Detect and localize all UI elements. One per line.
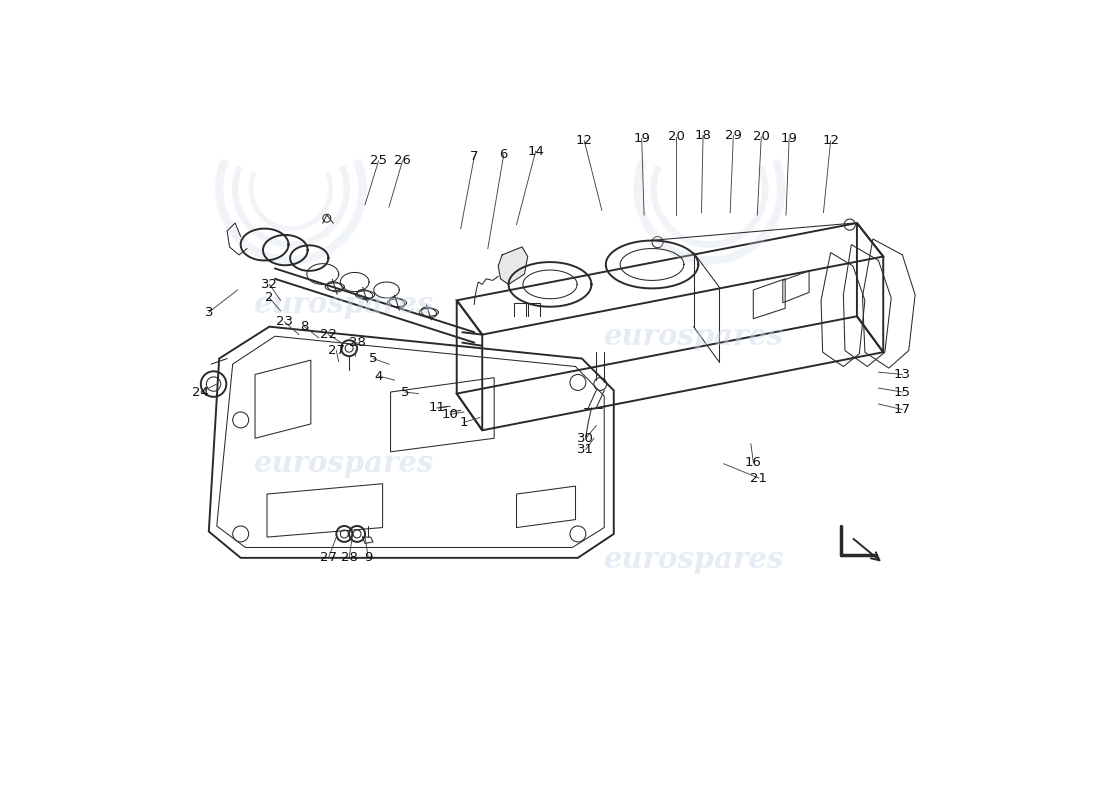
Text: 12: 12 <box>822 134 839 147</box>
Text: 30: 30 <box>578 432 594 445</box>
Text: 24: 24 <box>192 386 209 398</box>
Text: 2: 2 <box>265 291 274 305</box>
Text: 3: 3 <box>205 306 213 319</box>
Polygon shape <box>498 247 528 285</box>
Text: eurospares: eurospares <box>253 450 432 478</box>
Text: 18: 18 <box>694 129 712 142</box>
Text: 16: 16 <box>745 456 761 469</box>
Text: 25: 25 <box>370 154 387 167</box>
Text: 20: 20 <box>668 130 684 143</box>
Text: 19: 19 <box>634 132 650 145</box>
Text: 32: 32 <box>261 278 278 291</box>
Text: 27: 27 <box>328 344 344 357</box>
Text: 8: 8 <box>300 320 309 333</box>
Text: 28: 28 <box>341 551 358 564</box>
Text: 13: 13 <box>894 368 911 381</box>
Text: 9: 9 <box>364 551 373 564</box>
Text: 12: 12 <box>575 134 593 147</box>
Text: 31: 31 <box>578 443 594 456</box>
Text: 29: 29 <box>725 129 741 142</box>
Text: 22: 22 <box>320 328 337 341</box>
Text: eurospares: eurospares <box>253 290 432 319</box>
Text: 21: 21 <box>750 472 768 485</box>
Text: 11: 11 <box>428 402 446 414</box>
Text: eurospares: eurospares <box>604 545 783 574</box>
Text: 1: 1 <box>460 416 469 429</box>
Text: 17: 17 <box>894 403 911 416</box>
Text: 19: 19 <box>781 132 798 145</box>
Text: 7: 7 <box>470 150 478 163</box>
Text: eurospares: eurospares <box>604 322 783 350</box>
Text: 20: 20 <box>752 130 770 143</box>
Text: 14: 14 <box>527 145 544 158</box>
Text: 27: 27 <box>320 551 337 564</box>
Text: 4: 4 <box>374 370 383 382</box>
Text: 26: 26 <box>394 154 411 167</box>
Text: 23: 23 <box>276 315 293 328</box>
Text: 6: 6 <box>499 148 508 161</box>
Text: 5: 5 <box>368 352 377 365</box>
Text: 15: 15 <box>894 386 911 398</box>
Text: 5: 5 <box>400 386 409 398</box>
Text: 10: 10 <box>442 408 459 421</box>
Text: 28: 28 <box>349 336 365 349</box>
